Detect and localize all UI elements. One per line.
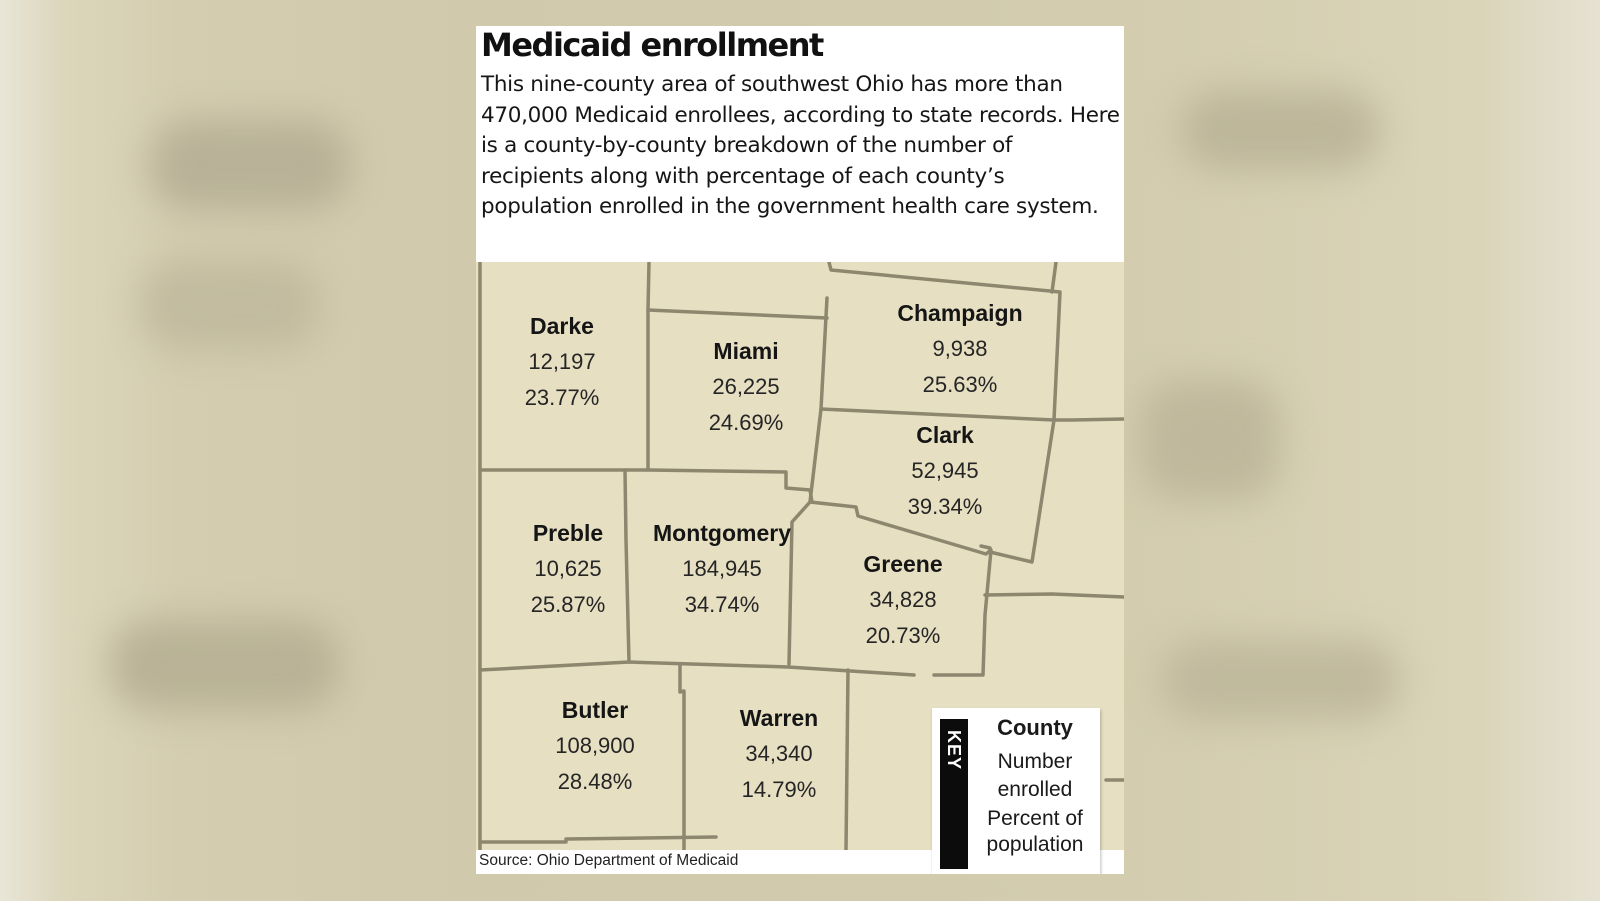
source-credit: Source: Ohio Department of Medicaid [479, 852, 739, 869]
county-percent: 25.87% [530, 592, 606, 617]
key-heading: KEY [944, 729, 964, 770]
key-county: County [997, 715, 1073, 740]
county-enrolled: 184,945 [682, 556, 762, 581]
county-percent: 23.77% [524, 385, 600, 410]
county-enrolled: 34,340 [745, 741, 813, 766]
county-enrolled: 108,900 [555, 733, 635, 758]
background-blur-shape [1180, 90, 1380, 170]
county-map: Darke 12,197 23.77% Miami 26,225 24.69% … [476, 262, 1124, 874]
county-enrolled: 10,625 [534, 556, 602, 581]
background-blur-shape [1140, 380, 1280, 500]
background-blur-shape [1160, 640, 1400, 720]
county-name: Greene [863, 551, 943, 577]
county-percent: 14.79% [741, 777, 817, 802]
key-percent-population: Percent of population [986, 807, 1084, 856]
county-label-butler: Butler 108,900 28.48% [555, 692, 635, 800]
county-label-greene: Greene 34,828 20.73% [863, 546, 942, 654]
county-label-warren: Warren 34,340 14.79% [740, 700, 818, 808]
county-percent: 20.73% [865, 623, 941, 648]
county-name: Champaign [897, 300, 1023, 326]
county-name: Butler [561, 697, 629, 723]
county-name: Preble [532, 520, 604, 546]
county-enrolled: 26,225 [712, 374, 780, 399]
infographic-card: Medicaid enrollment This nine-county are… [476, 26, 1124, 874]
county-percent: 39.34% [907, 494, 983, 519]
background-blur-shape [150, 120, 350, 210]
key-bar [940, 719, 968, 869]
county-label-preble: Preble 10,625 25.87% [531, 515, 606, 623]
map-key: KEY County Number enrolled Percent of po… [932, 708, 1100, 874]
county-percent: 28.48% [557, 769, 633, 794]
county-enrolled: 9,938 [932, 336, 988, 361]
county-enrolled: 52,945 [911, 458, 979, 483]
county-label-clark: Clark 52,945 39.34% [908, 417, 983, 525]
county-borders [478, 262, 1124, 850]
county-label-champaign: Champaign 9,938 25.63% [897, 295, 1022, 403]
county-enrolled: 12,197 [528, 349, 596, 374]
county-name: Montgomery [653, 520, 791, 546]
background-blur-shape [140, 260, 320, 350]
county-label-darke: Darke 12,197 23.77% [525, 308, 600, 416]
graphic-description: This nine-county area of southwest Ohio … [481, 72, 1120, 219]
county-name: Warren [739, 705, 819, 731]
county-name: Clark [916, 422, 974, 448]
county-percent: 34.74% [684, 592, 760, 617]
graphic-title: Medicaid enrollment [481, 26, 824, 64]
key-number-enrolled: Number enrolled [997, 750, 1073, 801]
county-label-miami: Miami 26,225 24.69% [709, 333, 784, 441]
county-name: Darke [530, 313, 594, 339]
county-label-montgomery: Montgomery 184,945 34.74% [653, 515, 791, 623]
county-percent: 25.63% [922, 372, 998, 397]
county-percent: 24.69% [708, 410, 784, 435]
county-enrolled: 34,828 [869, 587, 937, 612]
background-blur-shape [110, 620, 340, 710]
county-name: Miami [713, 338, 779, 364]
